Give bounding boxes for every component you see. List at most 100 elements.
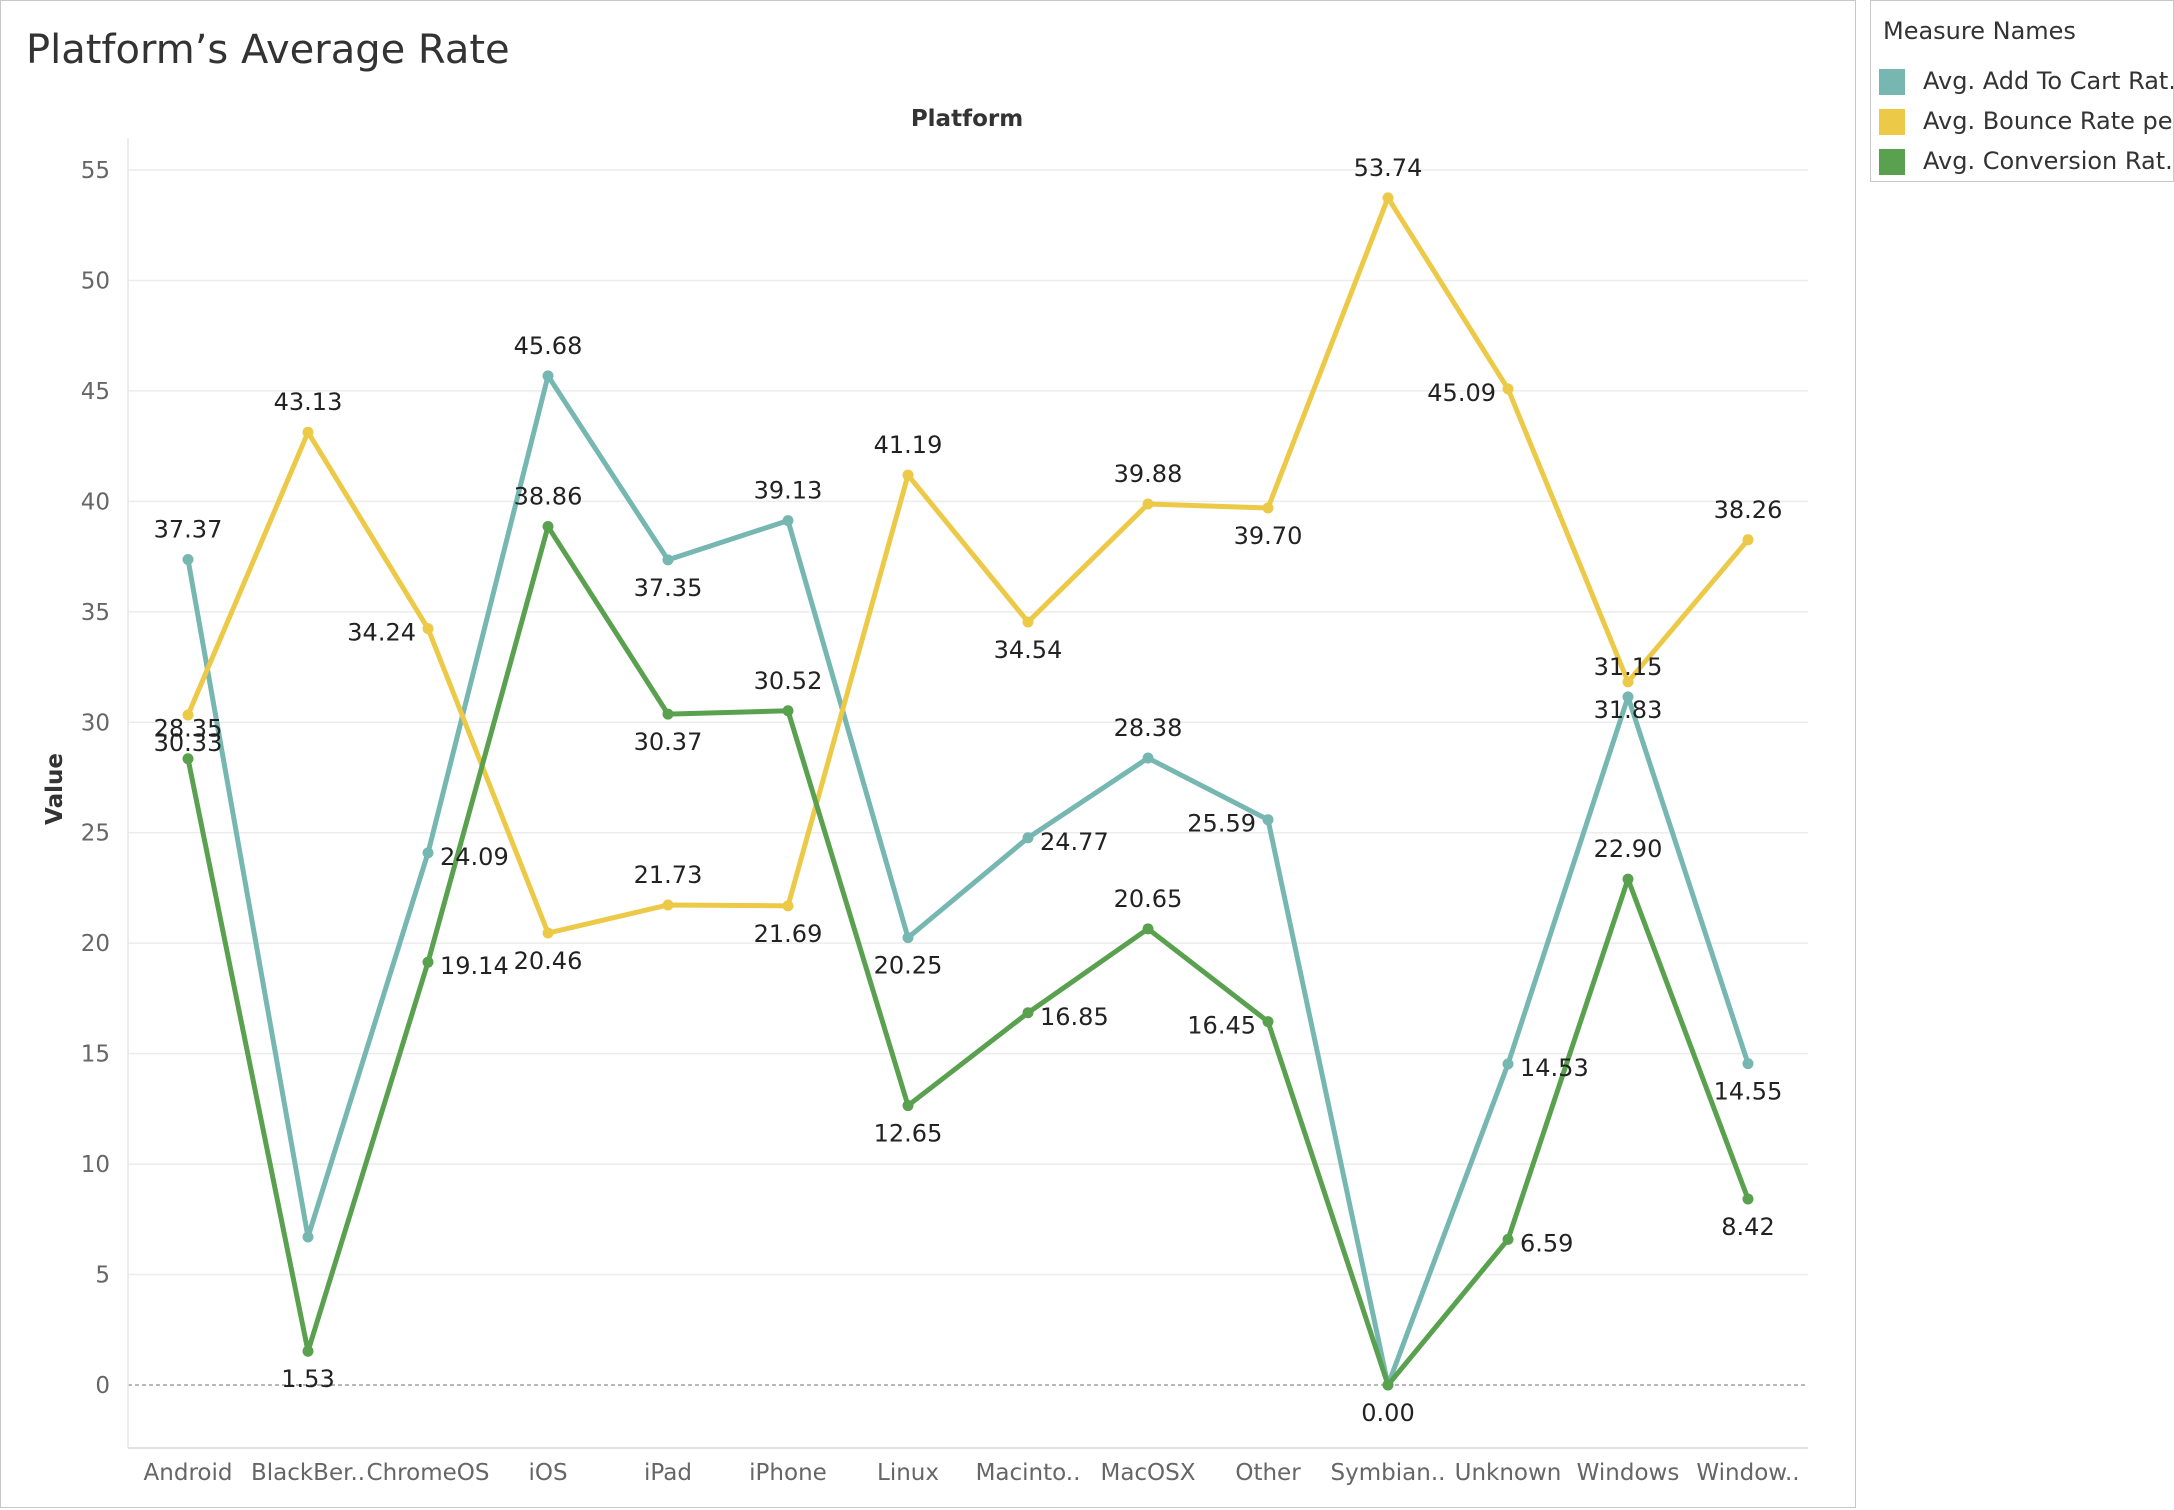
data-point[interactable] — [422, 623, 434, 635]
data-point[interactable] — [1622, 873, 1634, 885]
data-point[interactable] — [782, 515, 794, 527]
data-point[interactable] — [302, 426, 314, 438]
data-label: 20.65 — [1114, 885, 1183, 913]
data-point[interactable] — [1742, 1058, 1754, 1070]
data-label: 24.77 — [1040, 828, 1109, 856]
data-point[interactable] — [902, 1100, 914, 1112]
data-point[interactable] — [542, 927, 554, 939]
x-axis-ticks: Android BlackBer.. ChromeOS iOS iPad iPhone Li… — [144, 1460, 1800, 1486]
data-point[interactable] — [1742, 534, 1754, 546]
data-point[interactable] — [422, 956, 434, 968]
data-point[interactable] — [1502, 1233, 1514, 1245]
y-tick-label: 40 — [81, 489, 110, 515]
data-point[interactable] — [662, 554, 674, 566]
x-axis-label: Platform — [911, 106, 1023, 132]
data-point[interactable] — [1742, 1193, 1754, 1205]
y-tick-label: 50 — [81, 268, 110, 294]
data-point[interactable] — [182, 753, 194, 765]
legend-label: Avg. Conversion Rat.. — [1923, 147, 2174, 175]
data-label: 14.55 — [1714, 1078, 1783, 1106]
y-axis-label: Value — [42, 753, 68, 825]
series-line[interactable] — [185, 373, 1751, 1388]
data-point[interactable] — [182, 709, 194, 721]
data-label: 6.59 — [1520, 1229, 1573, 1257]
data-point[interactable] — [662, 899, 674, 911]
grid-lines — [127, 138, 1808, 1449]
y-tick-label: 15 — [81, 1042, 110, 1068]
x-tick-label: iOS — [528, 1460, 567, 1486]
series-group — [182, 192, 1754, 1391]
legend-label: Avg. Add To Cart Rat.. — [1923, 67, 2174, 95]
data-label: 31.83 — [1594, 696, 1663, 724]
data-label: 38.86 — [514, 483, 583, 511]
data-point[interactable] — [1262, 814, 1274, 826]
x-tick-label: BlackBer.. — [251, 1460, 365, 1486]
data-label: 16.45 — [1187, 1012, 1256, 1040]
data-label: 39.13 — [754, 477, 823, 505]
data-point[interactable] — [542, 370, 554, 382]
legend-item-conversion-rate[interactable]: Avg. Conversion Rat.. — [1879, 145, 2174, 179]
data-label: 45.09 — [1427, 379, 1496, 407]
data-point[interactable] — [902, 469, 914, 481]
y-tick-label: 10 — [81, 1152, 110, 1178]
data-point[interactable] — [1502, 383, 1514, 395]
chart-title: Platform’s Average Rate — [26, 27, 510, 73]
data-point[interactable] — [662, 708, 674, 720]
data-point[interactable] — [542, 521, 554, 533]
data-point[interactable] — [902, 932, 914, 944]
y-tick-label: 30 — [81, 710, 110, 736]
data-point[interactable] — [1142, 923, 1154, 935]
data-point[interactable] — [1022, 1007, 1034, 1019]
data-label: 12.65 — [874, 1120, 943, 1148]
data-label: 24.09 — [440, 843, 509, 871]
data-label: 22.90 — [1594, 835, 1663, 863]
series-line[interactable] — [185, 195, 1751, 936]
data-label: 53.74 — [1354, 154, 1423, 182]
data-point[interactable] — [782, 900, 794, 912]
x-tick-label: Other — [1235, 1460, 1301, 1486]
data-label: 37.37 — [154, 515, 223, 543]
data-point[interactable] — [1382, 1379, 1394, 1391]
data-label: 25.59 — [1187, 810, 1256, 838]
x-tick-label: Android — [144, 1460, 233, 1486]
data-label: 38.26 — [1714, 496, 1783, 524]
data-point[interactable] — [1382, 192, 1394, 204]
y-tick-label: 20 — [81, 931, 110, 957]
legend-item-bounce-rate[interactable]: Avg. Bounce Rate pe.. — [1879, 105, 2173, 139]
data-point[interactable] — [1502, 1058, 1514, 1070]
x-tick-label: iPhone — [749, 1460, 827, 1486]
legend: Measure Names Avg. Add To Cart Rat.. Avg… — [1870, 0, 2174, 182]
data-point[interactable] — [302, 1231, 314, 1243]
data-point[interactable] — [1022, 832, 1034, 844]
x-tick-label: MacOSX — [1100, 1460, 1195, 1486]
data-label: 16.85 — [1040, 1003, 1109, 1031]
data-point[interactable] — [182, 553, 194, 565]
legend-title: Measure Names — [1883, 17, 2076, 45]
x-tick-label: ChromeOS — [367, 1460, 490, 1486]
data-point[interactable] — [1622, 676, 1634, 688]
data-point[interactable] — [1262, 1016, 1274, 1028]
y-tick-label: 55 — [81, 158, 110, 184]
legend-swatch — [1879, 149, 1905, 175]
data-point[interactable] — [422, 847, 434, 859]
data-label: 21.73 — [634, 861, 703, 889]
x-tick-label: Window.. — [1696, 1460, 1799, 1486]
data-point[interactable] — [1142, 752, 1154, 764]
data-point[interactable] — [782, 705, 794, 717]
data-label: 21.69 — [754, 920, 823, 948]
data-point[interactable] — [302, 1345, 314, 1357]
data-point[interactable] — [1262, 502, 1274, 514]
data-label: 43.13 — [274, 388, 343, 416]
data-label: 31.15 — [1594, 653, 1663, 681]
series-line[interactable] — [185, 524, 1751, 1388]
data-point[interactable] — [1022, 616, 1034, 628]
data-label: 39.70 — [1234, 522, 1303, 550]
y-tick-label: 0 — [95, 1373, 110, 1399]
x-tick-label: Windows — [1577, 1460, 1680, 1486]
legend-item-add-to-cart[interactable]: Avg. Add To Cart Rat.. — [1879, 65, 2174, 99]
data-point[interactable] — [1142, 498, 1154, 510]
data-label: 8.42 — [1721, 1213, 1774, 1241]
data-point[interactable] — [1622, 691, 1634, 703]
data-label: 39.88 — [1114, 460, 1183, 488]
data-labels: 37.37 24.09 45.68 37.35 39.13 20.25 24.77 28.38… — [154, 154, 1783, 1427]
